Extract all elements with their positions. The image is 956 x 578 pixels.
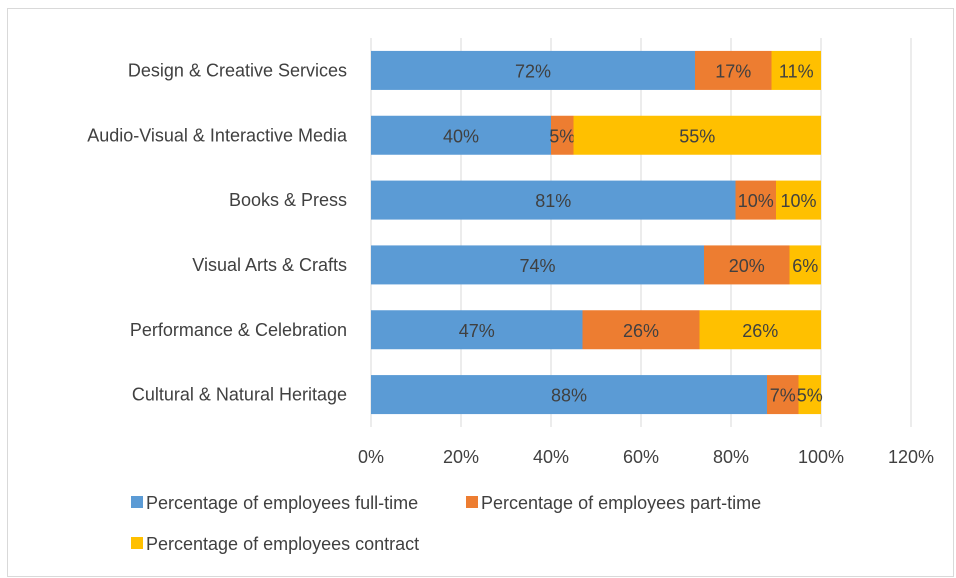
- value-axis: 0% 20% 40% 60% 80% 100% 120%: [358, 447, 934, 467]
- bar-segment: [371, 50, 695, 90]
- bar-segment: [798, 375, 821, 415]
- data-label: 17%: [715, 61, 751, 81]
- bar-segment: [699, 310, 821, 350]
- data-label: 81%: [535, 191, 571, 211]
- x-tick-label: 100%: [798, 447, 844, 467]
- legend: Percentage of employees full-time Percent…: [131, 493, 761, 554]
- category-label: Visual Arts & Crafts: [192, 255, 347, 275]
- x-tick-label: 60%: [623, 447, 659, 467]
- category-label: Cultural & Natural Heritage: [132, 385, 347, 405]
- category-label: Books & Press: [229, 190, 347, 210]
- data-label: 7%: [770, 386, 796, 406]
- bar-segment: [371, 245, 704, 285]
- bar-segment: [789, 245, 821, 285]
- data-label: 26%: [623, 321, 659, 341]
- bar-segment: [371, 375, 767, 415]
- data-label: 10%: [780, 191, 816, 211]
- bar-segment: [371, 180, 736, 220]
- bar-segment: [776, 180, 821, 220]
- category-label: Performance & Celebration: [130, 320, 347, 340]
- category-label: Design & Creative Services: [128, 60, 347, 80]
- data-label: 20%: [729, 256, 765, 276]
- legend-label: Percentage of employees part-time: [481, 493, 761, 513]
- legend-swatch: [131, 537, 143, 549]
- x-tick-label: 80%: [713, 447, 749, 467]
- x-tick-label: 40%: [533, 447, 569, 467]
- data-label: 72%: [515, 61, 551, 81]
- data-label: 10%: [738, 191, 774, 211]
- bar-segment: [704, 245, 790, 285]
- gridlines: [370, 38, 912, 427]
- data-label: 26%: [742, 321, 778, 341]
- chart-frame: [7, 8, 954, 577]
- legend-swatch: [131, 496, 143, 508]
- data-label: 5%: [549, 126, 575, 146]
- legend-label: Percentage of employees full-time: [146, 493, 418, 513]
- data-label: 55%: [679, 126, 715, 146]
- data-label: 88%: [551, 386, 587, 406]
- bar-segment: [695, 50, 772, 90]
- bar-segment: [551, 115, 574, 155]
- bar-segment: [371, 115, 551, 155]
- category-axis: Design & Creative Services Audio-Visual &…: [87, 60, 348, 404]
- data-label: 74%: [519, 256, 555, 276]
- legend-swatch: [466, 496, 478, 508]
- x-tick-label: 20%: [443, 447, 479, 467]
- x-tick-label: 0%: [358, 447, 384, 467]
- data-label: 47%: [459, 321, 495, 341]
- bar-segment: [573, 115, 821, 155]
- data-label: 11%: [779, 61, 814, 81]
- bar-segment: [582, 310, 700, 350]
- data-label: 40%: [443, 126, 479, 146]
- data-label: 6%: [792, 256, 818, 276]
- legend-label: Percentage of employees contract: [146, 534, 419, 554]
- bar-segment: [767, 375, 799, 415]
- data-label: 5%: [797, 386, 823, 406]
- bars: 72% 17% 11% 40% 5% 55% 81% 10% 10% 74% 20% 6% 47% 26%…: [371, 50, 823, 415]
- bar-segment: [371, 310, 583, 350]
- bar-segment: [735, 180, 776, 220]
- x-tick-label: 120%: [888, 447, 934, 467]
- bar-segment: [771, 50, 821, 90]
- category-label: Audio-Visual & Interactive Media: [87, 125, 348, 145]
